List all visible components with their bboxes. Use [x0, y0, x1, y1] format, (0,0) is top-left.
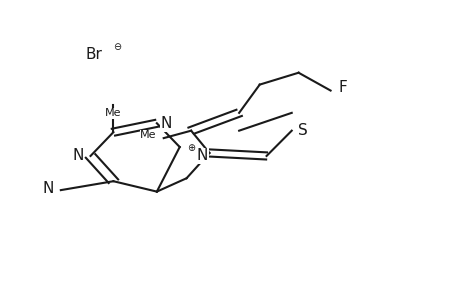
Text: S: S	[297, 123, 308, 138]
Text: F: F	[338, 80, 347, 95]
Text: N: N	[196, 148, 208, 164]
Text: N: N	[160, 116, 171, 131]
Text: Br: Br	[86, 47, 103, 62]
Text: Me: Me	[140, 130, 157, 140]
Text: ⊖: ⊖	[113, 43, 121, 52]
Text: N: N	[72, 148, 83, 164]
Text: ⊕: ⊕	[187, 142, 195, 153]
Text: Me: Me	[105, 108, 121, 118]
Text: N: N	[43, 181, 54, 196]
